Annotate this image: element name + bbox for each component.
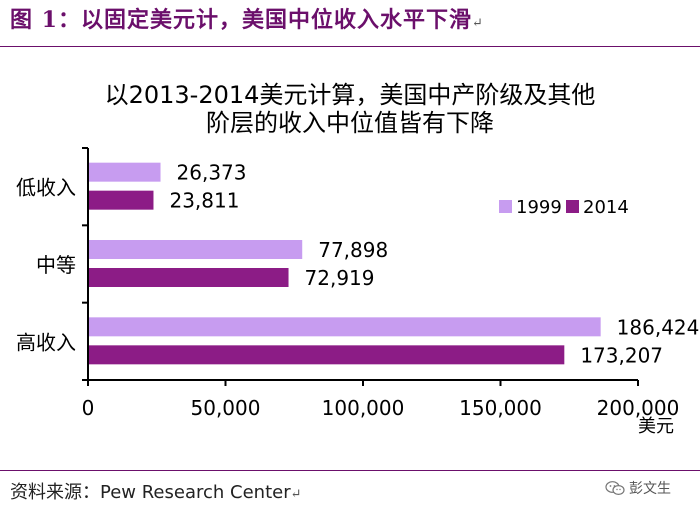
source-name: Pew Research Center xyxy=(100,482,291,503)
data-label: 23,811 xyxy=(169,189,239,213)
bar-1999 xyxy=(88,317,601,337)
x-tick-label: 0 xyxy=(82,396,95,420)
wechat-icon xyxy=(605,481,625,496)
bar-1999 xyxy=(88,240,303,259)
bottom-divider xyxy=(0,470,700,471)
source-mark: ↵ xyxy=(290,487,302,502)
bar-2014 xyxy=(88,190,154,210)
legend-label-1999: 1999 xyxy=(516,197,562,218)
chart-title-line-1: 以2013-2014美元计算，美国中产阶级及其他 xyxy=(105,81,596,109)
legend-swatch-1999 xyxy=(499,200,512,213)
category-label: 低收入 xyxy=(16,176,76,200)
top-divider xyxy=(0,46,700,47)
x-tick-label: 200,000 xyxy=(597,396,680,420)
category-label: 高收入 xyxy=(16,330,76,354)
source-note: 资料来源：Pew Research Center↵ xyxy=(10,478,302,504)
bar-2014 xyxy=(88,268,289,287)
data-label: 72,919 xyxy=(305,266,375,290)
data-label: 77,898 xyxy=(318,238,388,262)
figure-title-text: 图 1：以固定美元计，美国中位收入水平下滑 xyxy=(10,7,472,33)
x-tick-label: 150,000 xyxy=(459,396,542,420)
x-tick-label: 100,000 xyxy=(322,396,405,420)
x-axis-label: 美元 xyxy=(638,416,674,437)
legend-label-2014: 2014 xyxy=(583,197,629,218)
data-label: 26,373 xyxy=(177,161,247,185)
category-label: 中等 xyxy=(36,253,76,277)
data-label: 186,424 xyxy=(617,315,700,339)
bar-1999 xyxy=(88,162,161,182)
data-label: 173,207 xyxy=(580,343,663,367)
watermark: 彭文生 xyxy=(605,478,671,498)
watermark-text: 彭文生 xyxy=(629,481,671,497)
source-prefix: 资料来源： xyxy=(10,482,100,503)
x-tick-label: 50,000 xyxy=(191,396,261,420)
bar-2014 xyxy=(88,345,565,365)
chart-title-line-2: 阶层的收入中位值皆有下降 xyxy=(206,109,494,137)
legend-swatch-2014 xyxy=(566,200,579,213)
paragraph-mark: ↵ xyxy=(471,16,484,31)
figure-title: 图 1：以固定美元计，美国中位收入水平下滑↵ xyxy=(10,2,484,34)
